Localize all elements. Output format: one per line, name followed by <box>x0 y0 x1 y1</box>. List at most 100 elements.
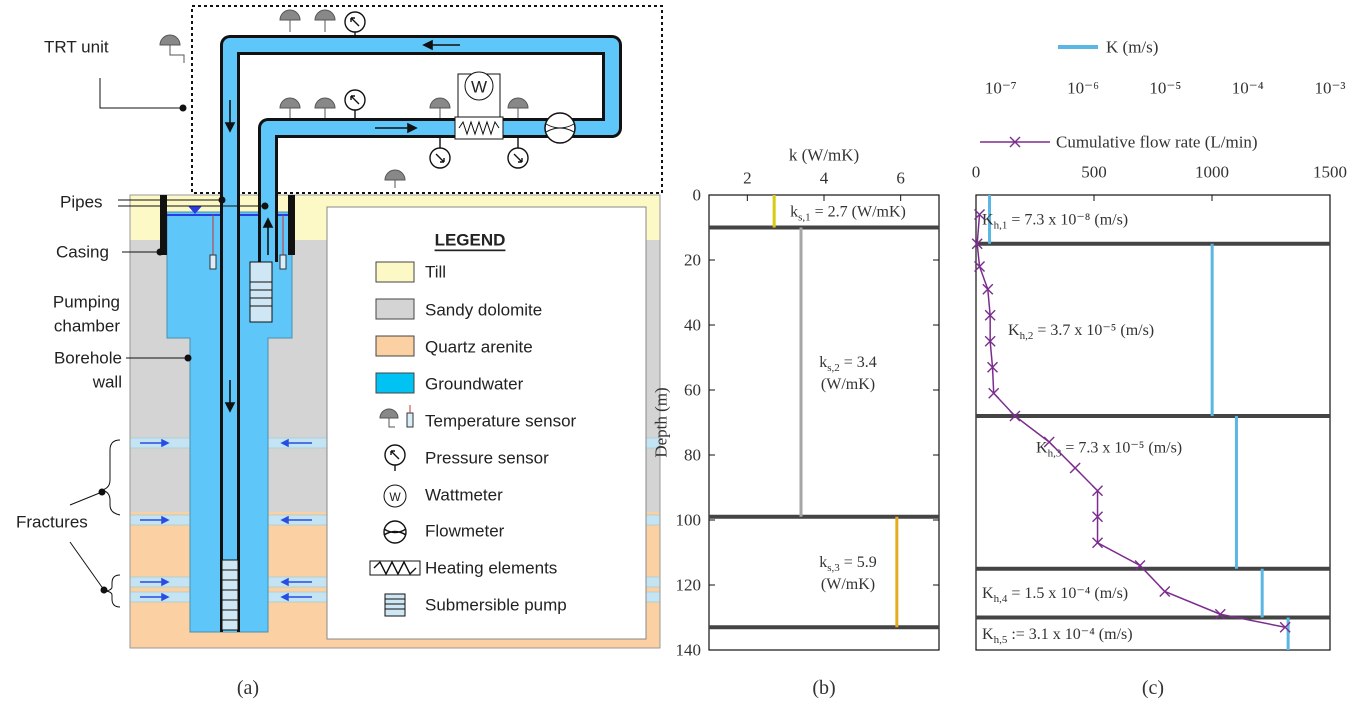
flow-marker <box>1214 608 1226 620</box>
legend-temperature-icon <box>379 405 414 428</box>
flow-marker <box>971 238 983 250</box>
legend-flowmeter-icon <box>383 520 407 544</box>
label-value: = 3.4 <box>844 354 877 371</box>
x2-tick-label: 500 <box>1081 163 1107 182</box>
label-symbol: K <box>982 211 994 228</box>
x-tick-label: 10⁻⁷ <box>985 79 1017 98</box>
flow-marker <box>1092 511 1104 523</box>
x2-tick-label: 1000 <box>1195 163 1229 182</box>
x-tick-label: 10⁻⁶ <box>1067 79 1099 98</box>
legend-swatch <box>375 335 415 357</box>
legend-item: Pressure sensor <box>425 449 549 468</box>
legend-item: Flowmeter <box>425 522 505 541</box>
label-subscript: h,2 <box>1020 330 1034 342</box>
label-value: (W/mK) <box>821 576 875 593</box>
trt-unit-box <box>191 5 663 194</box>
legend-item: Submersible pump <box>425 596 567 615</box>
y-tick-label: 40 <box>684 316 701 335</box>
label-value: = 7.3 x 10⁻⁸ (m/s) <box>1011 211 1128 228</box>
layer-label: Kh,5:= 3.1 x 10⁻⁴ (m/s) <box>982 625 1133 646</box>
label-subscript: h,1 <box>994 219 1008 231</box>
label-value: = 3.7 x 10⁻⁵ (m/s) <box>1037 321 1154 338</box>
temperature-probe <box>209 254 217 270</box>
wattmeter <box>464 71 494 101</box>
legend-label: Cumulative flow rate (L/min) <box>1056 133 1258 152</box>
legend-item: Quartz arenite <box>425 338 533 357</box>
legend-swatch <box>375 372 415 394</box>
flow-marker <box>1159 586 1171 597</box>
pump <box>249 261 273 323</box>
flow-marker <box>1134 560 1146 571</box>
y-axis-label: Depth (m) <box>652 387 671 457</box>
label-symbol: K <box>1036 439 1048 456</box>
label-value: = 1.5 x 10⁻⁴ (m/s) <box>1011 585 1128 602</box>
diagram: W <box>16 5 663 699</box>
caption: (a) <box>237 677 259 699</box>
label-pumping: Pumping <box>53 293 120 312</box>
layer-label: Kh,2 = 3.7 x 10⁻⁵ (m/s) <box>1008 321 1154 342</box>
pump-lines <box>250 281 272 307</box>
y-tick-label: 20 <box>684 251 701 270</box>
legend-item: Till <box>425 263 446 282</box>
label-casing: Casing <box>56 243 109 262</box>
x-tick-label: 10⁻³ <box>1314 79 1345 98</box>
x2-tick-label: 1500 <box>1313 163 1347 182</box>
x-tick-label: 6 <box>896 169 905 188</box>
label-symbol: K <box>1008 321 1020 338</box>
flow-marker <box>984 309 996 321</box>
label-value: := 3.1 x 10⁻⁴ (m/s) <box>1011 625 1132 642</box>
flow-marker <box>984 335 996 347</box>
x-tick-label: 2 <box>743 169 752 188</box>
label-symbol: k <box>819 354 827 371</box>
layer-label: ks,2 = 3.4 (W/mK) <box>819 354 877 393</box>
legend-heating-icon <box>373 560 417 576</box>
label-subscript: s,3 <box>827 562 840 574</box>
layer-label: Kh,1 = 7.3 x 10⁻⁸ (m/s) <box>982 211 1128 232</box>
label-subscript: s,2 <box>827 362 840 374</box>
intake <box>221 559 239 631</box>
plot-area <box>708 194 940 651</box>
plot-area <box>975 194 1331 651</box>
temperature-probe <box>279 254 287 270</box>
flow-marker <box>988 387 1000 399</box>
pipe <box>223 38 619 632</box>
flow-marker <box>1279 621 1291 633</box>
label-subscript: h,5 <box>994 634 1008 646</box>
water-table-symbol <box>188 206 202 214</box>
legend-item: Wattmeter <box>425 486 503 505</box>
flowmeter-lines <box>545 123 575 133</box>
chart: 10⁻⁷ 10⁻⁶ 10⁻⁵ 10⁻⁴ 10⁻³ Kh,1 = 7.3 x 10⁻⁸ (m/… <box>971 38 1347 699</box>
flow-marker <box>982 283 994 295</box>
legend-item: Heating elements <box>425 559 557 578</box>
legend-wattmeter-icon <box>383 484 407 508</box>
leaders <box>69 78 269 608</box>
flow-marker <box>1009 410 1021 422</box>
label-chamber: chamber <box>54 317 120 336</box>
flow-marker <box>974 261 986 272</box>
flow-marker <box>1069 462 1081 474</box>
legend-swatch <box>375 261 415 283</box>
heating-element <box>454 116 504 140</box>
caption: (c) <box>1142 677 1164 699</box>
legend-pressure-icon <box>384 444 406 471</box>
temperature-sensors <box>159 9 529 188</box>
casing <box>288 195 295 255</box>
flow-marker <box>987 361 999 373</box>
flow-marker <box>1092 537 1104 549</box>
x2-tick-label: 0 <box>972 163 981 182</box>
layer-label: ks,1 = 2.7 (W/mK) <box>790 203 906 224</box>
legend-item: Groundwater <box>425 375 524 394</box>
casing <box>160 195 167 255</box>
label-pipes: Pipes <box>60 193 103 212</box>
label-symbol: K <box>982 585 994 602</box>
legend-pump-icon <box>384 593 406 617</box>
label-borehole: Borehole <box>54 349 122 368</box>
label-value: (W/mK) <box>821 376 875 393</box>
label-value: = 7.3 x 10⁻⁵ (m/s) <box>1065 439 1182 456</box>
flow-arrows <box>224 39 460 413</box>
y-tick-label: 120 <box>676 576 702 595</box>
intake-lines <box>222 569 238 621</box>
